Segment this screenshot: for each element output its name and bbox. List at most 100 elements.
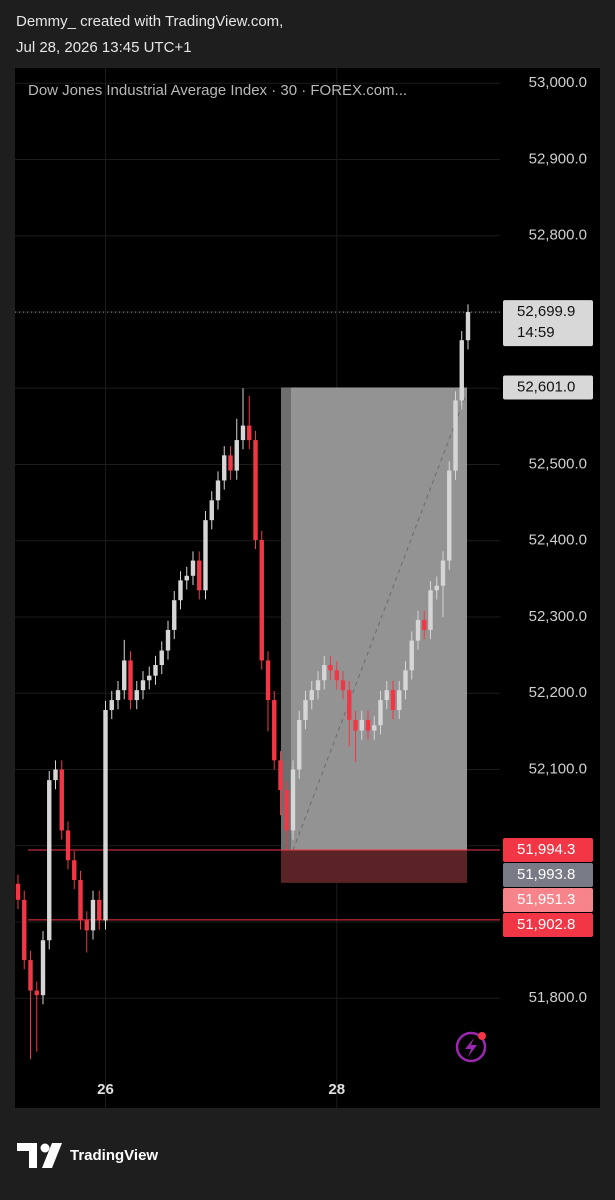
alert-icon (455, 1031, 487, 1063)
header-line: Jul 28, 2026 13:45 UTC+1 (16, 39, 192, 56)
price-label: 51,951.3 (517, 891, 575, 908)
candle-body (165, 629, 171, 651)
x-tick-label: 28 (328, 1081, 345, 1098)
y-tick-label: 53,000.0 (529, 74, 587, 91)
candle-body (447, 470, 452, 561)
price-label: 51,994.3 (517, 841, 575, 858)
y-tick-label: 52,200.0 (529, 684, 587, 701)
candle-body (409, 640, 414, 671)
candle-body (28, 960, 33, 991)
candle-body (90, 899, 96, 931)
candle-body (265, 660, 271, 701)
candle-body (190, 560, 196, 576)
candle-body (347, 690, 352, 720)
candle-body (415, 620, 421, 641)
price-label-box (503, 863, 593, 888)
y-tick-label: 52,400.0 (529, 532, 587, 549)
current-price-label: 52,699.9 (517, 303, 575, 320)
profit-zone-edge (281, 387, 291, 851)
candle-body (147, 675, 152, 681)
candle-body (240, 425, 246, 441)
candle-body (259, 539, 264, 661)
candle-body (209, 500, 214, 521)
countdown-label: 14:59 (517, 324, 555, 341)
candle-body (390, 690, 396, 710)
logo-mark (17, 1143, 62, 1168)
candle-body (128, 660, 133, 701)
candle-body (378, 700, 383, 726)
candle-body (303, 700, 308, 720)
candle-body (115, 690, 121, 701)
candle-body (403, 670, 408, 691)
candle-body (328, 665, 333, 671)
price-label-box (503, 913, 593, 938)
candle-body (153, 665, 158, 676)
candle-body (65, 830, 71, 861)
price-label: 51,902.8 (517, 916, 575, 933)
chart-legend: Dow Jones Industrial Average Index · 30 … (28, 82, 407, 99)
candle-body (178, 580, 183, 601)
position-path (292, 397, 466, 851)
candle-body (353, 719, 358, 731)
candle-body (278, 760, 283, 791)
y-tick-label: 52,500.0 (529, 455, 587, 472)
candle-body (322, 665, 327, 681)
candle-body (284, 790, 289, 831)
candle-body (334, 670, 339, 681)
y-tick-label: 52,300.0 (529, 608, 587, 625)
candle-body (309, 690, 314, 701)
candle-body (140, 680, 146, 691)
candle-body (40, 940, 46, 996)
candle-body (459, 340, 464, 401)
candle-body (384, 690, 389, 701)
candle-body (215, 480, 221, 501)
candle-body (197, 560, 202, 591)
candle-body (47, 780, 52, 941)
candle-body (203, 520, 208, 591)
candle-body (340, 680, 346, 691)
logo-text: TradingView (70, 1147, 158, 1164)
header-line: Demmy_ created with TradingView.com, (16, 13, 283, 30)
candle-body (22, 899, 27, 961)
candle-body (97, 899, 102, 921)
y-tick-label: 51,800.0 (529, 989, 587, 1006)
candle-body (72, 860, 77, 881)
candle-body (234, 440, 239, 471)
price-label-box (503, 888, 593, 913)
loss-zone (281, 850, 467, 883)
candle-body (34, 990, 39, 996)
candle-body (422, 620, 427, 630)
candle-body (397, 690, 402, 710)
candle-body (465, 312, 471, 341)
candle-body (109, 700, 114, 710)
candle-body (359, 719, 364, 731)
candle-body (365, 719, 371, 731)
candle-body (297, 719, 302, 770)
candle-body (84, 920, 89, 931)
candle-body (453, 400, 458, 471)
profit-zone (281, 387, 467, 851)
x-tick-label: 26 (97, 1081, 114, 1098)
price-label-box (503, 838, 593, 863)
candle-body (315, 680, 321, 691)
candle-body (247, 425, 252, 441)
target-label: 52,601.0 (517, 378, 575, 395)
y-tick-label: 52,800.0 (529, 227, 587, 244)
candle-body (372, 725, 377, 731)
y-tick-label: 52,100.0 (529, 760, 587, 777)
candle-body (272, 700, 277, 761)
candle-body (428, 590, 433, 630)
candle-body (134, 690, 139, 701)
target-box (503, 375, 593, 400)
candle-body (440, 560, 446, 586)
candle-body (159, 650, 164, 666)
candle-body (290, 769, 296, 831)
candle-body (78, 880, 83, 921)
candle-body (103, 709, 108, 921)
current-price-box (503, 300, 593, 347)
candle-body (53, 769, 58, 781)
candle-body (228, 455, 233, 471)
price-label: 51,993.8 (517, 866, 575, 883)
candle-body (253, 440, 258, 540)
